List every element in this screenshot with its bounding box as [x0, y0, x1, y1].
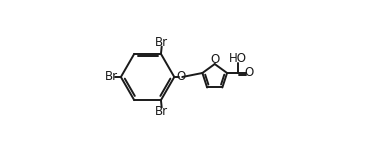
Text: Br: Br — [155, 105, 169, 118]
Text: O: O — [176, 71, 185, 83]
Text: HO: HO — [229, 52, 247, 65]
Text: Br: Br — [105, 71, 118, 83]
Text: O: O — [210, 53, 219, 66]
Text: O: O — [245, 67, 254, 79]
Text: Br: Br — [155, 36, 169, 49]
